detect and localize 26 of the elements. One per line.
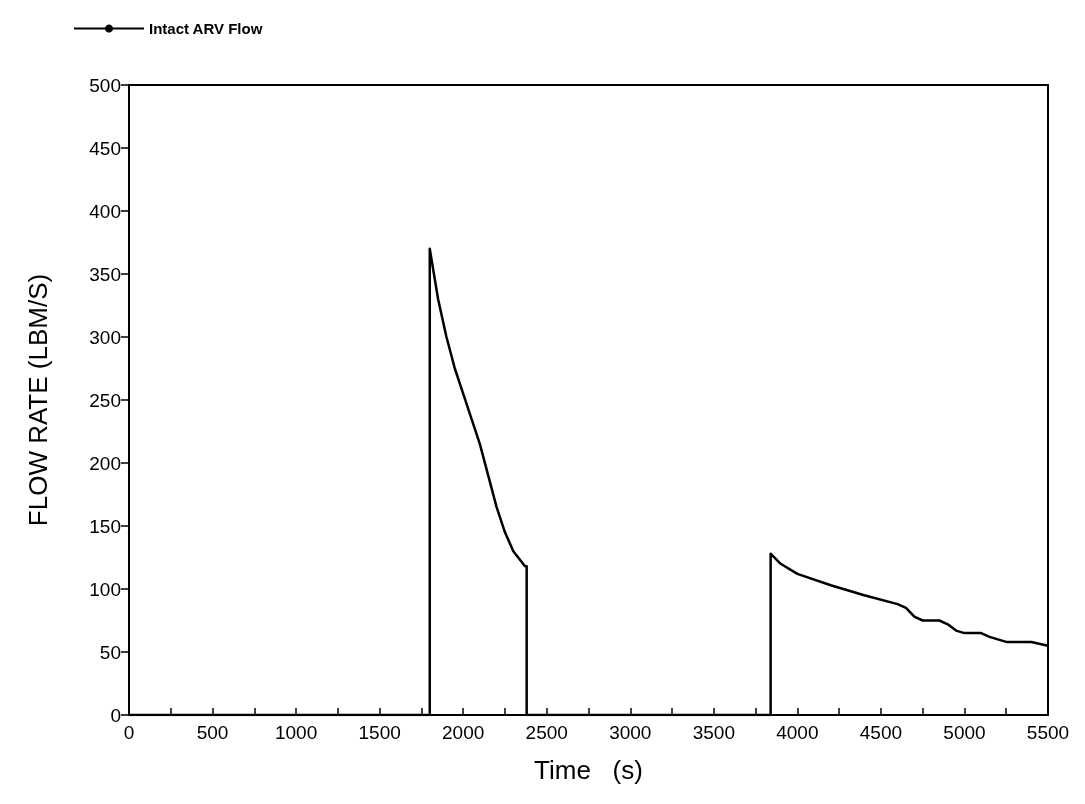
x-tick-label: 500 — [196, 722, 229, 743]
y-tick-label: 50 — [99, 641, 121, 663]
y-tick-label: 400 — [89, 200, 121, 222]
x-tick-label: 2500 — [525, 722, 568, 743]
y-tick-label: 450 — [89, 137, 121, 159]
x-tick-label: 4500 — [859, 722, 903, 743]
x-axis-title: Time (s) — [534, 755, 643, 785]
y-tick-label: 200 — [89, 452, 121, 474]
x-tick-label: 5000 — [943, 722, 986, 743]
y-tick-label: 250 — [89, 389, 121, 411]
y-tick-label: 300 — [89, 326, 121, 348]
y-tick-label: 0 — [110, 704, 121, 726]
x-tick-label: 4000 — [776, 722, 819, 743]
x-tick-label: 3000 — [609, 722, 652, 743]
x-tick-label: 3500 — [692, 722, 735, 743]
y-axis-title: FLOW RATE (LBM/S) — [23, 273, 53, 527]
y-tick-label: 350 — [89, 263, 121, 285]
x-tick-label: 0 — [123, 722, 135, 743]
x-tick-label: 5500 — [1026, 722, 1070, 743]
y-tick-label: 100 — [89, 578, 121, 600]
x-tick-label: 1500 — [358, 722, 401, 743]
y-tick-label: 500 — [89, 74, 121, 96]
legend-label: Intact ARV Flow — [149, 20, 263, 37]
x-tick-label: 1000 — [274, 722, 318, 743]
y-tick-label: 150 — [89, 515, 121, 537]
x-tick-label: 2000 — [442, 722, 485, 743]
